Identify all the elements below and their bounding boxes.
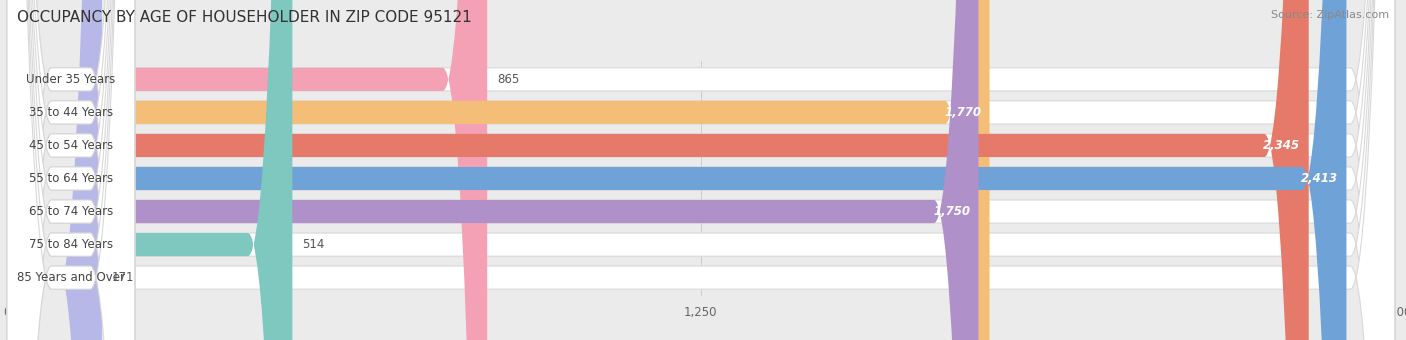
Text: 865: 865 <box>498 73 519 86</box>
Text: Source: ZipAtlas.com: Source: ZipAtlas.com <box>1271 10 1389 20</box>
FancyBboxPatch shape <box>7 0 135 340</box>
Text: 2,413: 2,413 <box>1301 172 1339 185</box>
FancyBboxPatch shape <box>7 0 135 340</box>
FancyBboxPatch shape <box>7 0 103 340</box>
FancyBboxPatch shape <box>7 0 135 340</box>
Text: 55 to 64 Years: 55 to 64 Years <box>28 172 112 185</box>
FancyBboxPatch shape <box>7 0 1395 340</box>
Text: 514: 514 <box>302 238 325 251</box>
Text: 35 to 44 Years: 35 to 44 Years <box>28 106 112 119</box>
FancyBboxPatch shape <box>7 0 1347 340</box>
FancyBboxPatch shape <box>7 0 488 340</box>
Text: 65 to 74 Years: 65 to 74 Years <box>28 205 112 218</box>
FancyBboxPatch shape <box>7 0 292 340</box>
Text: OCCUPANCY BY AGE OF HOUSEHOLDER IN ZIP CODE 95121: OCCUPANCY BY AGE OF HOUSEHOLDER IN ZIP C… <box>17 10 471 25</box>
FancyBboxPatch shape <box>7 0 135 340</box>
FancyBboxPatch shape <box>7 0 135 340</box>
Text: 85 Years and Over: 85 Years and Over <box>17 271 125 284</box>
FancyBboxPatch shape <box>7 0 1395 340</box>
Text: Under 35 Years: Under 35 Years <box>27 73 115 86</box>
FancyBboxPatch shape <box>7 0 1395 340</box>
FancyBboxPatch shape <box>7 0 1395 340</box>
FancyBboxPatch shape <box>7 0 135 340</box>
FancyBboxPatch shape <box>7 0 1395 340</box>
Text: 2,345: 2,345 <box>1264 139 1301 152</box>
FancyBboxPatch shape <box>7 0 990 340</box>
Text: 45 to 54 Years: 45 to 54 Years <box>28 139 112 152</box>
Text: 75 to 84 Years: 75 to 84 Years <box>28 238 112 251</box>
FancyBboxPatch shape <box>7 0 1309 340</box>
FancyBboxPatch shape <box>7 0 135 340</box>
Text: 1,770: 1,770 <box>945 106 981 119</box>
FancyBboxPatch shape <box>7 0 979 340</box>
Text: 1,750: 1,750 <box>934 205 970 218</box>
Text: 171: 171 <box>112 271 135 284</box>
FancyBboxPatch shape <box>7 0 1395 340</box>
FancyBboxPatch shape <box>7 0 1395 340</box>
